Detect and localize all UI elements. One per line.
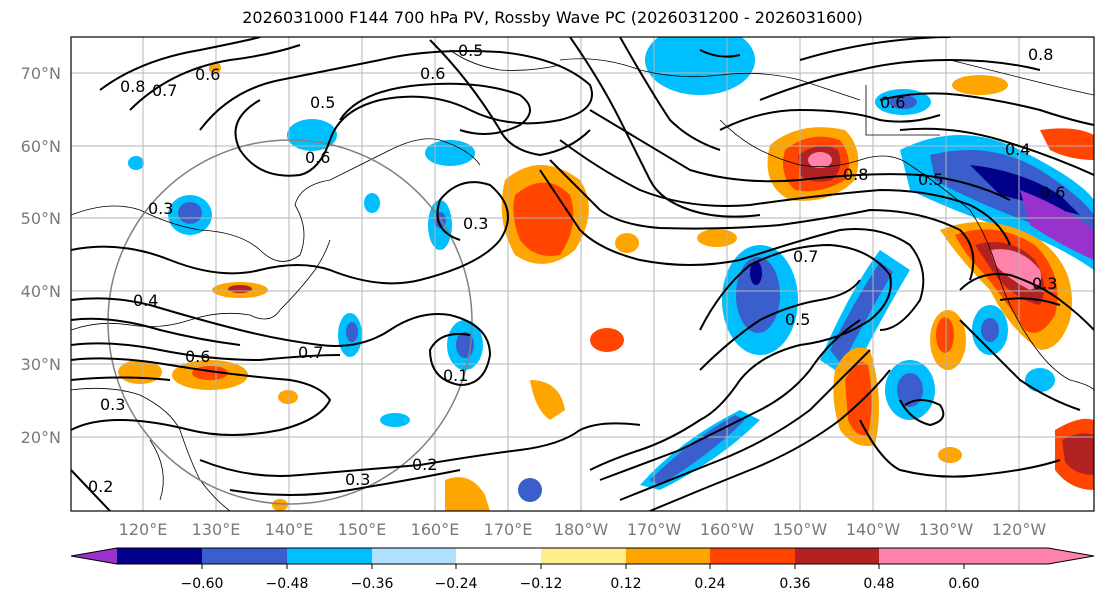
lon-label: 120°W [992,520,1047,539]
contour-label: 0.8 [843,165,868,184]
lon-label: 150°E [338,520,387,539]
map-grid [71,37,1094,511]
contour-label: 0.1 [443,366,468,385]
contour-label: 0.6 [185,347,210,366]
contour-label: 0.7 [298,343,323,362]
colorbar-tick-label: −0.36 [351,576,394,592]
lat-label: 40°N [21,282,61,301]
contour-label: 0.4 [133,291,158,310]
colorbar-tick-label: −0.60 [181,576,224,592]
map-field: 0.8 0.7 0.6 0.5 0.6 0.5 0.6 0.3 0.3 0.4 … [71,37,1094,511]
contour-label: 0.3 [148,199,173,218]
colorbar-tick-label: −0.12 [520,576,563,592]
contour-label: 0.6 [420,64,445,83]
lon-label: 140°E [265,520,314,539]
contour-label: 0.3 [1032,274,1057,293]
lat-label: 70°N [21,64,61,83]
lon-label: 170°E [484,520,533,539]
contour-label: 0.6 [305,148,330,167]
contour-label: 0.3 [463,214,488,233]
colorbar-segment [287,548,372,564]
colorbar-segment [372,548,456,564]
colorbar-tick-label: 0.36 [779,576,810,592]
contour-label: 0.4 [1005,140,1030,159]
colorbar-ticks [201,564,965,569]
colorbar-segment [117,548,202,564]
contour-label: 0.7 [793,247,818,266]
contour-label: 0.2 [88,477,113,496]
range-circle [107,139,473,505]
lon-label: 140°W [846,520,901,539]
contour-label: 0.5 [310,93,335,112]
pv-contours [71,37,1094,511]
contour-label: 0.6 [195,65,220,84]
contour-label: 0.6 [880,93,905,112]
colorbar-segment [795,548,879,564]
colorbar-tick-label: 0.12 [610,576,641,592]
lon-label: 130°W [919,520,974,539]
contour-label: 0.6 [1040,183,1065,202]
contour-label: 0.5 [785,310,810,329]
colorbar-segment [626,548,710,564]
colorbar-tick-label: 0.24 [694,576,725,592]
lat-label: 50°N [21,209,61,228]
contour-label: 0.5 [918,170,943,189]
colorbar: −0.60 −0.48 −0.36 −0.24 −0.12 0.12 0.24 … [70,547,1095,592]
contour-label: 0.3 [100,395,125,414]
colorbar-outline [70,547,1095,565]
colorbar-tick-label: −0.48 [266,576,309,592]
contour-labels: 0.8 0.7 0.6 0.5 0.6 0.5 0.6 0.3 0.3 0.4 … [88,41,1065,496]
colorbar-segment [202,548,287,564]
lon-label: 180°W [554,520,609,539]
colorbar-segment [456,548,541,564]
colorbar-overflow-triangle [964,548,1094,564]
lon-label: 150°W [773,520,828,539]
contour-label: 0.5 [458,41,483,60]
colorbar-segment [879,548,964,564]
lon-label: 170°W [627,520,682,539]
lon-label: 130°E [192,520,241,539]
longitude-axis: 120°E 130°E 140°E 150°E 160°E 170°E 180°… [119,520,1047,539]
contour-label: 0.7 [152,81,177,100]
map-frame [70,36,1095,512]
colorbar-tick-label: 0.48 [863,576,894,592]
figure-title: 2026031000 F144 700 hPa PV, Rossby Wave … [242,8,863,27]
colorbar-underflow-triangle [71,548,117,564]
latitude-axis: 70°N 60°N 50°N 40°N 30°N 20°N [21,64,61,447]
colorbar-segment [541,548,626,564]
lon-label: 120°E [119,520,168,539]
colorbar-tick-label: −0.24 [435,576,478,592]
contour-label: 0.8 [1028,45,1053,64]
contour-label: 0.3 [345,470,370,489]
colorbar-tick-label: 0.60 [948,576,979,592]
contour-label: 0.8 [120,77,145,96]
lon-label: 160°E [411,520,460,539]
colorbar-segment [710,548,795,564]
lat-label: 60°N [21,137,61,156]
lat-label: 20°N [21,428,61,447]
lon-label: 160°W [700,520,755,539]
contour-label: 0.2 [412,455,437,474]
lat-label: 30°N [21,355,61,374]
